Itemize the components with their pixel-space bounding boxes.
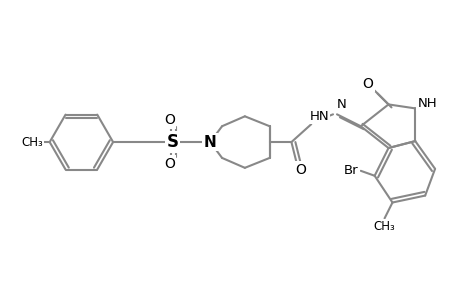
Text: O: O: [164, 157, 174, 171]
Text: O: O: [164, 113, 174, 127]
Text: Br: Br: [343, 164, 358, 177]
Text: N: N: [336, 98, 346, 111]
Text: O: O: [294, 163, 305, 177]
Text: CH₃: CH₃: [373, 220, 395, 233]
Text: O: O: [362, 76, 372, 91]
Text: NH: NH: [416, 97, 436, 110]
Text: CH₃: CH₃: [21, 136, 43, 148]
Text: S: S: [166, 133, 178, 151]
Text: HN: HN: [309, 110, 328, 123]
Text: N: N: [203, 135, 216, 150]
